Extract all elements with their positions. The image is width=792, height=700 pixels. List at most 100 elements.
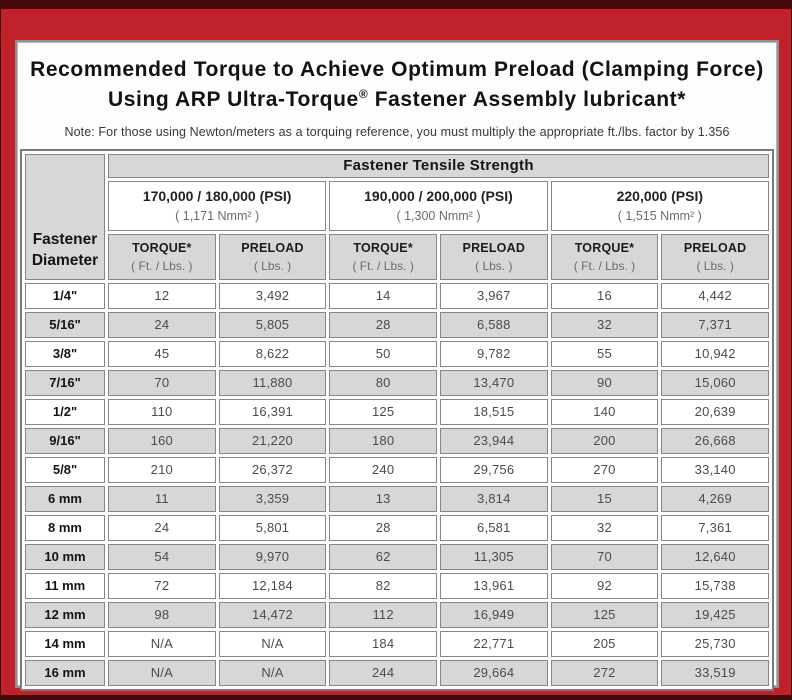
torque-value-cell: 270 xyxy=(550,456,659,483)
preload-value-cell: 12,640 xyxy=(661,543,769,570)
torque-value-cell: 180 xyxy=(329,427,437,454)
preload-subheader-1: PRELOAD ( Lbs. ) xyxy=(218,233,327,280)
preload-value-cell: 33,519 xyxy=(661,659,769,686)
page-title-line1: Recommended Torque to Achieve Optimum Pr… xyxy=(30,58,764,81)
table-row: 8 mm 24 5,801 28 6,581 32 7,361 xyxy=(25,514,769,541)
psi-header-170-180: 170,000 / 180,000 (PSI) ( 1,171 Nmm² ) xyxy=(108,180,327,231)
table-row: 5/16" 24 5,805 28 6,588 32 7,371 xyxy=(25,311,769,338)
preload-value-cell: 23,944 xyxy=(439,427,548,454)
page-title: Recommended Torque to Achieve Optimum Pr… xyxy=(20,55,774,116)
torque-value-cell: 32 xyxy=(550,514,659,541)
preload-value-cell: 3,359 xyxy=(218,485,327,512)
torque-value-cell: 28 xyxy=(329,514,437,541)
preload-value-cell: 4,442 xyxy=(661,282,769,309)
torque-value-cell: 72 xyxy=(108,572,216,599)
torque-value-cell: 205 xyxy=(550,630,659,657)
preload-value-cell: 10,942 xyxy=(661,340,769,367)
diameter-column-header: Fastener Diameter xyxy=(25,153,105,280)
torque-value-cell: 90 xyxy=(550,369,659,396)
tensile-strength-header: Fastener Tensile Strength xyxy=(108,153,769,178)
torque-subheader-3: TORQUE* ( Ft. / Lbs. ) xyxy=(550,233,659,280)
torque-value-cell: 12 xyxy=(108,282,216,309)
page-title-line2: Using ARP Ultra-Torque® Fastener Assembl… xyxy=(107,87,686,112)
preload-value-cell: 6,581 xyxy=(439,514,548,541)
torque-value-cell: 24 xyxy=(108,311,216,338)
torque-value-cell: 80 xyxy=(329,369,437,396)
torque-table: Fastener Diameter Fastener Tensile Stren… xyxy=(20,148,774,691)
torque-value-cell: N/A xyxy=(108,630,216,657)
torque-value-cell: 32 xyxy=(550,311,659,338)
table-row: 1/4" 12 3,492 14 3,967 16 4,442 xyxy=(25,282,769,309)
preload-value-cell: 20,639 xyxy=(661,398,769,425)
preload-value-cell: 16,391 xyxy=(218,398,327,425)
diameter-cell: 9/16" xyxy=(25,427,105,454)
torque-value-cell: 11 xyxy=(108,485,216,512)
preload-value-cell: 15,738 xyxy=(661,572,769,599)
torque-value-cell: 92 xyxy=(550,572,659,599)
torque-value-cell: 70 xyxy=(108,369,216,396)
torque-value-cell: 28 xyxy=(329,311,437,338)
preload-value-cell: 13,961 xyxy=(439,572,548,599)
preload-value-cell: 3,967 xyxy=(439,282,548,309)
diameter-cell: 6 mm xyxy=(25,485,105,512)
diameter-cell: 11 mm xyxy=(25,572,105,599)
preload-value-cell: 9,970 xyxy=(218,543,327,570)
preload-value-cell: 25,730 xyxy=(661,630,769,657)
torque-value-cell: 125 xyxy=(329,398,437,425)
preload-value-cell: 33,140 xyxy=(661,456,769,483)
torque-value-cell: 110 xyxy=(108,398,216,425)
diameter-cell: 1/4" xyxy=(25,282,105,309)
torque-value-cell: 82 xyxy=(329,572,437,599)
content-panel: Recommended Torque to Achieve Optimum Pr… xyxy=(15,40,779,691)
psi-header-220: 220,000 (PSI) ( 1,515 Nmm² ) xyxy=(550,180,769,231)
torque-value-cell: 140 xyxy=(550,398,659,425)
table-row: 3/8" 45 8,622 50 9,782 55 10,942 xyxy=(25,340,769,367)
tensile-strength-row: Fastener Diameter Fastener Tensile Stren… xyxy=(25,153,769,280)
torque-value-cell: 15 xyxy=(550,485,659,512)
preload-value-cell: 15,060 xyxy=(661,369,769,396)
diameter-cell: 5/8" xyxy=(25,456,105,483)
torque-value-cell: 54 xyxy=(108,543,216,570)
preload-value-cell: 14,472 xyxy=(218,601,327,628)
torque-subheader-1: TORQUE* ( Ft. / Lbs. ) xyxy=(108,233,216,280)
diameter-cell: 8 mm xyxy=(25,514,105,541)
torque-value-cell: 45 xyxy=(108,340,216,367)
diameter-cell: 12 mm xyxy=(25,601,105,628)
preload-value-cell: 5,805 xyxy=(218,311,327,338)
diameter-cell: 16 mm xyxy=(25,659,105,686)
torque-preload-subheader-row: TORQUE* ( Ft. / Lbs. ) PRELOAD ( Lbs. ) … xyxy=(25,233,769,280)
torque-value-cell: 112 xyxy=(329,601,437,628)
torque-value-cell: 13 xyxy=(329,485,437,512)
psi-header-190-200: 190,000 / 200,000 (PSI) ( 1,300 Nmm² ) xyxy=(329,180,548,231)
table-row: 14 mm N/A N/A 184 22,771 205 25,730 xyxy=(25,630,769,657)
preload-value-cell: 13,470 xyxy=(439,369,548,396)
torque-value-cell: 70 xyxy=(550,543,659,570)
torque-value-cell: 50 xyxy=(329,340,437,367)
preload-value-cell: 6,588 xyxy=(439,311,548,338)
preload-value-cell: 12,184 xyxy=(218,572,327,599)
torque-value-cell: 240 xyxy=(329,456,437,483)
torque-subheader-2: TORQUE* ( Ft. / Lbs. ) xyxy=(329,233,437,280)
diameter-cell: 1/2" xyxy=(25,398,105,425)
table-row: 10 mm 54 9,970 62 11,305 70 12,640 xyxy=(25,543,769,570)
torque-value-cell: 14 xyxy=(329,282,437,309)
preload-value-cell: 9,782 xyxy=(439,340,548,367)
table-row: 9/16" 160 21,220 180 23,944 200 26,668 xyxy=(25,427,769,454)
preload-value-cell: 21,220 xyxy=(218,427,327,454)
preload-value-cell: 11,880 xyxy=(218,369,327,396)
preload-value-cell: 22,771 xyxy=(439,630,548,657)
torque-value-cell: 62 xyxy=(329,543,437,570)
preload-value-cell: N/A xyxy=(218,659,327,686)
table-row: 7/16" 70 11,880 80 13,470 90 15,060 xyxy=(25,369,769,396)
preload-value-cell: 19,425 xyxy=(661,601,769,628)
preload-value-cell: N/A xyxy=(218,630,327,657)
table-row: 1/2" 110 16,391 125 18,515 140 20,639 xyxy=(25,398,769,425)
diameter-cell: 3/8" xyxy=(25,340,105,367)
preload-value-cell: 3,814 xyxy=(439,485,548,512)
table-row: 16 mm N/A N/A 244 29,664 272 33,519 xyxy=(25,659,769,686)
table-row: 5/8" 210 26,372 240 29,756 270 33,140 xyxy=(25,456,769,483)
torque-value-cell: 16 xyxy=(550,282,659,309)
preload-value-cell: 16,949 xyxy=(439,601,548,628)
torque-value-cell: 98 xyxy=(108,601,216,628)
torque-value-cell: 244 xyxy=(329,659,437,686)
